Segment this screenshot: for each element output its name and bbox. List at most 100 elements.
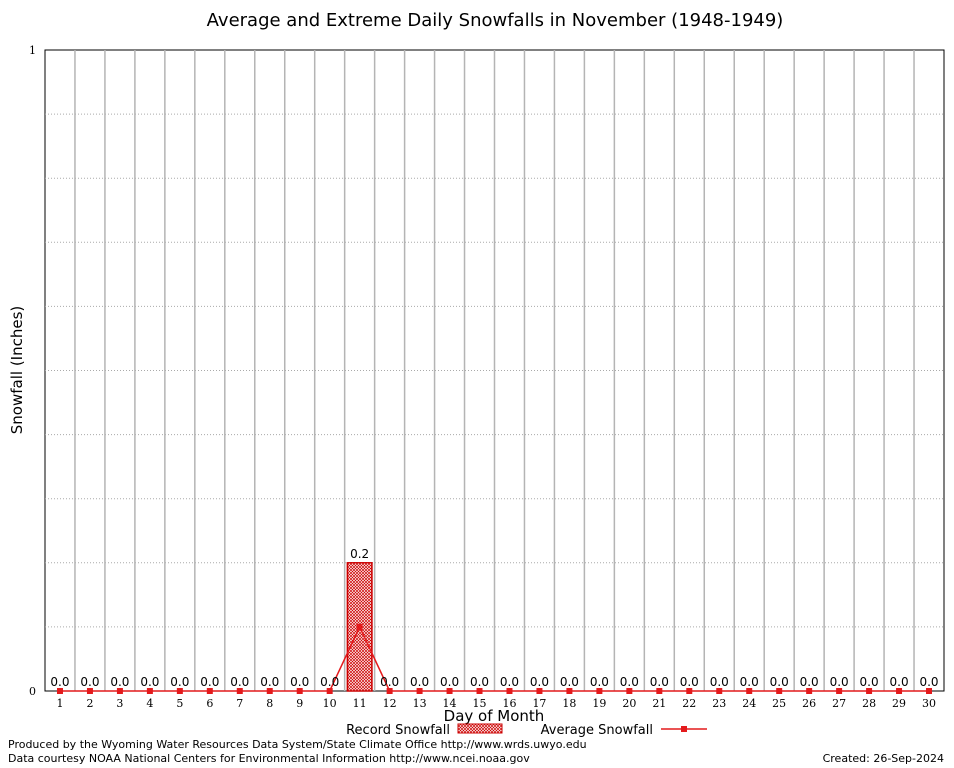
average-point — [626, 688, 633, 694]
average-point — [176, 688, 183, 694]
average-point — [446, 688, 453, 694]
x-tick-label: 23 — [712, 697, 726, 710]
x-tick-label: 15 — [473, 697, 487, 710]
data-label: 0.0 — [200, 675, 219, 689]
data-label: 0.0 — [890, 675, 909, 689]
x-tick-label: 8 — [266, 697, 273, 710]
average-point — [326, 688, 333, 694]
average-point — [896, 688, 903, 694]
y-tick-label: 1 — [29, 44, 36, 57]
y-axis-title: Snowfall (Inches) — [8, 306, 26, 434]
data-label: 0.0 — [260, 675, 279, 689]
average-point — [836, 688, 843, 694]
average-point — [536, 688, 543, 694]
average-point — [656, 688, 663, 694]
data-label: 0.0 — [440, 675, 459, 689]
x-tick-label: 30 — [922, 697, 936, 710]
data-label: 0.0 — [50, 675, 69, 689]
record-bar — [346, 562, 373, 692]
average-point — [746, 688, 753, 694]
data-label: 0.0 — [140, 675, 159, 689]
x-tick-label: 7 — [236, 697, 243, 710]
data-label: 0.0 — [110, 675, 129, 689]
data-label: 0.0 — [290, 675, 309, 689]
average-point — [206, 688, 213, 694]
x-tick-label: 26 — [802, 697, 816, 710]
average-point — [356, 623, 363, 630]
x-tick-label: 12 — [383, 697, 397, 710]
data-label: 0.0 — [470, 675, 489, 689]
average-point — [866, 688, 873, 694]
data-label: 0.0 — [320, 675, 339, 689]
average-point — [56, 688, 63, 694]
x-tick-label: 4 — [146, 697, 153, 710]
average-point — [716, 688, 723, 694]
average-point — [86, 688, 93, 694]
chart-title: Average and Extreme Daily Snowfalls in N… — [207, 10, 784, 31]
average-point — [776, 688, 783, 694]
footer-data-courtesy: Data courtesy NOAA National Centers for … — [8, 752, 530, 765]
data-label: 0.0 — [80, 675, 99, 689]
average-point — [476, 688, 483, 694]
vertical-gridlines — [74, 50, 915, 691]
data-label: 0.0 — [410, 675, 429, 689]
x-tick-label: 9 — [296, 697, 303, 710]
footer-produced-by: Produced by the Wyoming Water Resources … — [8, 738, 587, 751]
x-tick-label: 2 — [86, 697, 93, 710]
x-tick-labels: 1 2 3 4 5 6 7 8 9 10 11 12 13 14 15 16 17 18 19 20 21 22 23 24 2… — [56, 697, 936, 710]
average-point — [926, 688, 933, 694]
x-tick-label: 20 — [622, 697, 636, 710]
average-point — [506, 688, 513, 694]
data-label: 0.0 — [860, 675, 879, 689]
average-snowfall-line — [56, 623, 933, 694]
average-point — [236, 688, 243, 694]
data-label: 0.0 — [500, 675, 519, 689]
x-tick-label: 24 — [742, 697, 756, 710]
data-labels: 0.0 0.0 0.0 0.0 0.0 0.0 0.0 0.0 0.0 0.0 0.2 0.0 0.0 0… — [50, 547, 938, 689]
x-tick-label: 19 — [592, 697, 606, 710]
data-label: 0.0 — [560, 675, 579, 689]
legend: Record Snowfall Average Snowfall — [346, 723, 707, 738]
data-label: 0.0 — [680, 675, 699, 689]
data-label: 0.0 — [800, 675, 819, 689]
y-tick-labels: 01 — [29, 44, 36, 698]
record-snowfall-bars — [346, 562, 373, 692]
average-point — [116, 688, 123, 694]
x-tick-label: 1 — [56, 697, 63, 710]
x-tick-label: 6 — [206, 697, 213, 710]
legend-average-marker — [681, 726, 687, 732]
data-label: 0.0 — [590, 675, 609, 689]
average-point — [596, 688, 603, 694]
data-label: 0.0 — [170, 675, 189, 689]
data-label: 0.0 — [230, 675, 249, 689]
x-tick-label: 17 — [532, 697, 546, 710]
data-label: 0.0 — [620, 675, 639, 689]
data-label: 0.0 — [740, 675, 759, 689]
legend-record-swatch — [457, 723, 503, 734]
x-tick-label: 14 — [443, 697, 457, 710]
data-label: 0.0 — [650, 675, 669, 689]
data-label: 0.0 — [530, 675, 549, 689]
data-label: 0.0 — [380, 675, 399, 689]
x-tick-label: 22 — [682, 697, 696, 710]
average-point — [146, 688, 153, 694]
x-tick-label: 25 — [772, 697, 786, 710]
data-label: 0.0 — [830, 675, 849, 689]
average-point — [806, 688, 813, 694]
data-label: 0.0 — [770, 675, 789, 689]
x-tick-label: 13 — [413, 697, 427, 710]
x-tick-label: 18 — [562, 697, 576, 710]
average-line-path — [59, 625, 930, 692]
x-tick-label: 29 — [892, 697, 906, 710]
legend-average-label: Average Snowfall — [541, 723, 653, 738]
data-label: 0.0 — [919, 675, 938, 689]
x-tick-label: 16 — [502, 697, 516, 710]
x-tick-label: 11 — [353, 697, 367, 710]
x-tick-label: 3 — [116, 697, 123, 710]
footer-created: Created: 26-Sep-2024 — [823, 752, 944, 765]
average-point — [416, 688, 423, 694]
x-axis-title: Day of Month — [444, 707, 545, 725]
average-point — [266, 688, 273, 694]
y-tick-label: 0 — [29, 685, 36, 698]
